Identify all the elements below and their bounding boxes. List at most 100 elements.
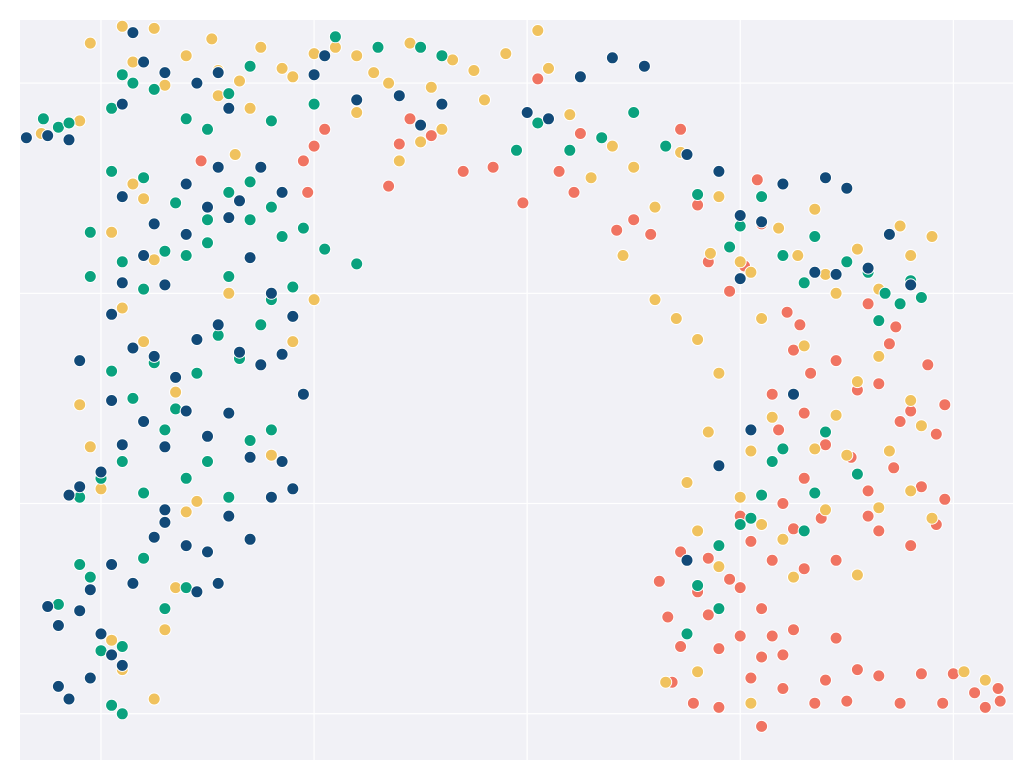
scatter-point <box>307 47 321 61</box>
scatter-point <box>797 276 811 290</box>
scatter-point <box>105 394 119 407</box>
scatter-point <box>772 221 786 235</box>
scatter-point <box>301 185 315 199</box>
scatter-point <box>115 455 129 468</box>
scatter-point <box>627 160 641 174</box>
scatter-point <box>169 402 183 416</box>
scatter-point <box>946 667 960 681</box>
scatter-point <box>486 160 500 174</box>
scatter-point <box>531 24 545 37</box>
scatter-point <box>275 347 289 361</box>
scatter-point <box>296 387 310 401</box>
scatter-point <box>750 173 764 187</box>
scatter-point <box>648 200 662 214</box>
scatter-point <box>264 200 278 214</box>
scatter-point <box>222 87 236 101</box>
scatter-point <box>531 72 545 86</box>
scatter-point <box>703 246 717 260</box>
scatter-point <box>723 284 737 298</box>
scatter-point <box>542 61 555 75</box>
scatter-point <box>797 524 811 538</box>
scatter-point <box>179 249 193 262</box>
scatter-point <box>350 49 364 63</box>
scatter-point <box>829 631 843 645</box>
scatter-point <box>115 707 129 721</box>
scatter-point <box>744 696 758 710</box>
series-3 <box>19 26 918 706</box>
scatter-point <box>701 551 715 565</box>
scatter-point <box>744 423 758 437</box>
scatter-point <box>850 663 864 677</box>
scatter-point <box>73 558 87 571</box>
scatter-point <box>286 482 300 496</box>
scatter-point <box>680 148 694 161</box>
scatter-point <box>733 209 747 222</box>
scatter-point <box>158 503 172 517</box>
scatter-point <box>115 640 129 653</box>
scatter-point <box>318 122 332 136</box>
scatter-point <box>307 97 321 111</box>
scatter-point <box>829 408 843 422</box>
scatter-point <box>286 70 300 84</box>
scatter-point <box>808 486 822 500</box>
scatter-point <box>147 217 161 231</box>
scatter-point <box>243 532 257 546</box>
scatter-point <box>648 293 662 307</box>
scatter-point <box>62 116 76 130</box>
scatter-point <box>872 669 886 683</box>
scatter-point <box>435 97 449 111</box>
scatter-point <box>776 648 790 662</box>
scatter-point <box>194 154 208 168</box>
scatter-point <box>808 696 822 710</box>
scatter-point <box>254 358 268 372</box>
scatter-point <box>179 471 193 485</box>
scatter-point <box>179 112 193 126</box>
scatter-point <box>51 619 65 632</box>
scatter-point <box>350 106 364 119</box>
scatter-point <box>829 553 843 567</box>
scatter-point <box>41 129 55 143</box>
scatter-point <box>115 19 129 33</box>
scatter-point <box>605 51 619 65</box>
scatter-point <box>126 26 140 40</box>
scatter-point <box>243 251 257 265</box>
scatter-point <box>83 270 97 283</box>
scatter-point <box>904 484 918 498</box>
scatter-point <box>882 227 896 241</box>
scatter-point <box>887 461 901 475</box>
scatter-point <box>179 539 193 553</box>
scatter-point <box>819 425 832 439</box>
scatter-point <box>190 333 204 346</box>
scatter-point <box>712 459 726 473</box>
scatter-point <box>233 345 246 359</box>
scatter-point <box>264 423 278 437</box>
scatter-point <box>840 694 854 708</box>
scatter-point <box>264 490 278 504</box>
scatter-point <box>243 101 257 115</box>
scatter-point <box>115 658 129 672</box>
scatter-point <box>243 213 257 227</box>
scatter-point <box>115 97 129 111</box>
scatter-point <box>126 576 140 590</box>
scatter-point <box>904 539 918 553</box>
scatter-point <box>872 314 886 328</box>
scatter-point <box>137 335 151 349</box>
scatter-point <box>243 434 257 447</box>
scatter-point <box>105 164 119 178</box>
scatter-point <box>563 143 577 157</box>
scatter-point <box>765 387 779 401</box>
scatter-point <box>392 89 406 103</box>
scatter-point <box>712 539 726 553</box>
scatter-point <box>275 455 289 468</box>
scatter-point <box>126 391 140 405</box>
scatter-point <box>882 337 896 351</box>
scatter-point <box>318 242 332 256</box>
scatter-point <box>51 679 65 693</box>
scatter-point <box>83 671 97 685</box>
scatter-point <box>929 427 943 441</box>
scatter-point <box>105 225 119 239</box>
scatter-point <box>567 185 581 199</box>
scatter-point <box>733 255 747 269</box>
